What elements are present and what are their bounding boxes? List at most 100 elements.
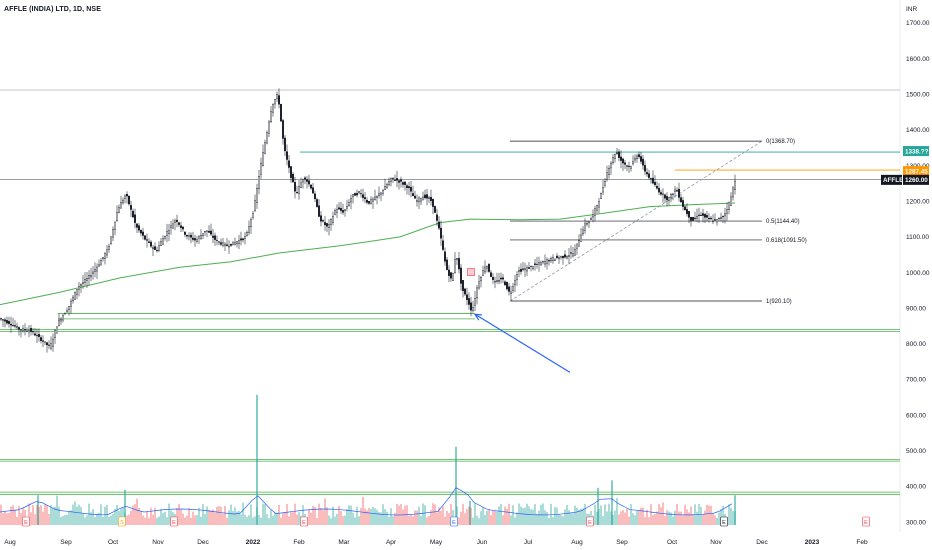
volume-bar: [208, 509, 210, 525]
candle-body: [530, 265, 532, 267]
candle-body: [272, 103, 274, 113]
volume-bar: [640, 507, 642, 525]
candle-body: [254, 200, 256, 211]
candle-body: [662, 193, 664, 196]
volume-bar: [604, 504, 606, 525]
time-tick-label: Oct: [108, 539, 118, 546]
volume-bar: [554, 506, 556, 525]
volume-bar: [82, 513, 84, 525]
candle-body: [470, 302, 472, 311]
volume-bar: [144, 517, 146, 525]
candle-body: [618, 151, 620, 158]
price-tag-label: 1287.45: [905, 168, 928, 175]
candle-body: [672, 193, 674, 196]
candle-body: [210, 230, 212, 235]
time-tick-label: Sep: [616, 539, 628, 546]
price-tag: [903, 146, 929, 157]
candle-body: [616, 152, 618, 154]
candle-body: [692, 217, 694, 221]
candle-body: [204, 231, 206, 233]
candle-body: [144, 235, 146, 240]
candle-body: [376, 195, 378, 198]
volume-bar: [506, 508, 508, 525]
candle-body: [656, 185, 658, 189]
candle-body: [710, 217, 712, 220]
event-marker-label: E: [722, 520, 726, 526]
volume-bar: [56, 495, 58, 525]
event-marker-label: E: [452, 520, 456, 526]
time-tick-label: Feb: [856, 539, 868, 546]
candle-body: [644, 165, 646, 172]
volume-bar: [128, 514, 130, 525]
candle-body: [636, 155, 638, 160]
volume-spike-bar: [124, 489, 126, 525]
candle-body: [50, 343, 52, 349]
candle-body: [714, 219, 716, 221]
event-marker-label: E: [588, 520, 592, 526]
candle-body: [20, 329, 22, 331]
candle-body: [566, 256, 568, 259]
candle-body: [456, 258, 458, 260]
candle-body: [584, 223, 586, 231]
chart-title: AFFLE (INDIA) LTD, 1D, NSE: [4, 6, 101, 13]
volume-bar: [28, 503, 30, 525]
volume-bar: [244, 514, 246, 525]
volume-bar: [408, 515, 410, 525]
volume-bar: [258, 514, 260, 525]
candle-body: [622, 158, 624, 164]
candle-body: [244, 236, 246, 239]
volume-bar: [254, 516, 256, 525]
candle-body: [60, 319, 62, 322]
volume-bar: [132, 505, 134, 525]
volume-bar: [494, 511, 496, 525]
candle-body: [610, 162, 612, 169]
candle-body: [336, 209, 338, 213]
volume-bar: [106, 504, 108, 525]
volume-bar: [370, 509, 372, 525]
volume-bar: [194, 515, 196, 525]
candle-body: [34, 333, 36, 336]
event-marker: [862, 516, 870, 527]
candle-body: [240, 238, 242, 241]
volume-bar: [14, 509, 16, 525]
candle-body: [72, 296, 74, 302]
candle-body: [56, 326, 58, 334]
volume-bar: [524, 507, 526, 525]
candle-body: [164, 236, 166, 239]
volume-bar: [624, 512, 626, 525]
candle-body: [198, 236, 200, 239]
volume-bar: [378, 512, 380, 525]
price-tick-label: 800.00: [906, 341, 926, 348]
volume-bar: [320, 508, 322, 525]
volume-bar: [548, 517, 550, 525]
candle-body: [396, 178, 398, 181]
candle-body: [466, 294, 468, 300]
candle-body: [252, 213, 254, 218]
candle-body: [514, 280, 516, 286]
candle-body: [14, 325, 16, 327]
volume-bar: [22, 507, 24, 525]
candle-body: [512, 286, 514, 291]
volume-bar: [242, 502, 244, 525]
time-tick-label: Aug: [4, 539, 16, 546]
volume-bar: [380, 512, 382, 525]
time-tick-label: 2023: [805, 539, 820, 546]
volume-bar: [280, 517, 282, 525]
candle-body: [32, 331, 34, 333]
candle-body: [428, 197, 430, 199]
candle-body: [120, 202, 122, 209]
candle-body: [442, 240, 444, 250]
candle-body: [526, 267, 528, 272]
candle-body: [546, 259, 548, 264]
candle-body: [568, 255, 570, 257]
time-tick-label: May: [430, 539, 443, 546]
candle-body: [570, 252, 572, 254]
volume-spike-bar: [734, 495, 736, 525]
candle-body: [454, 259, 456, 273]
volume-bar: [358, 516, 360, 525]
event-marker-label: E: [302, 520, 306, 526]
candle-body: [660, 192, 662, 195]
candle-body: [410, 187, 412, 192]
